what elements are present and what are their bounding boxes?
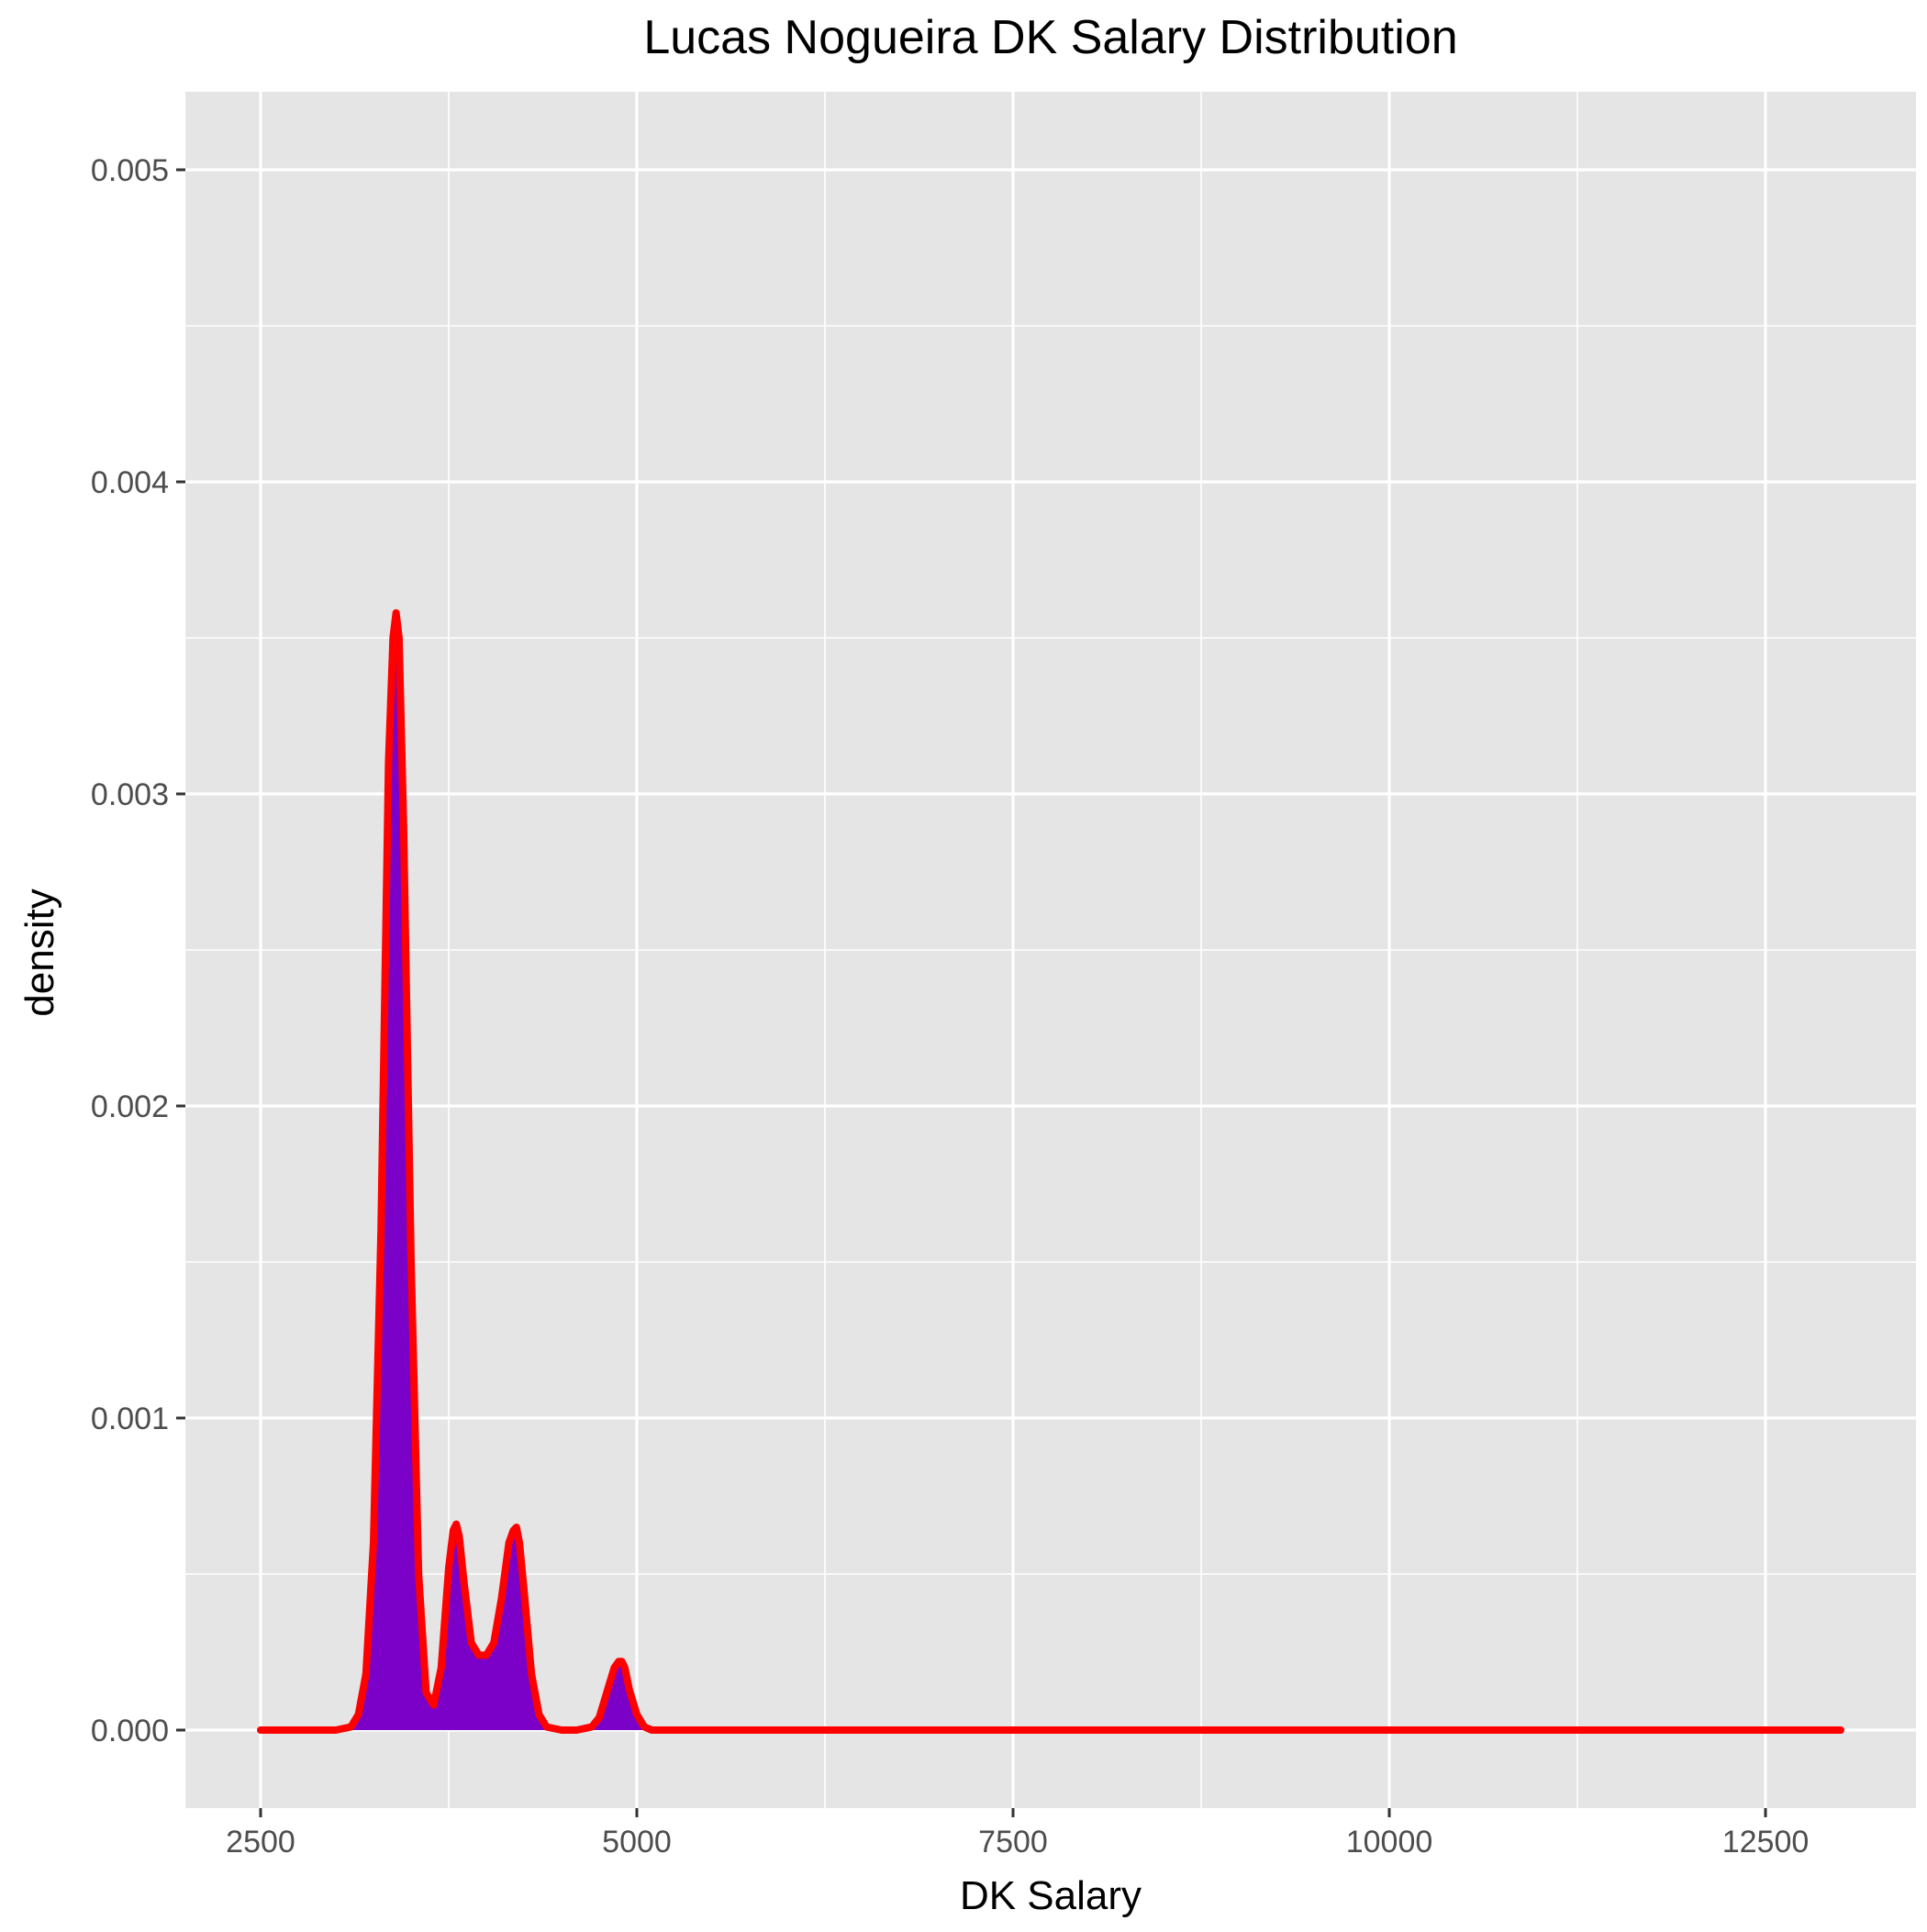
y-tick-label: 0.004 <box>91 465 169 500</box>
y-tick-label: 0.002 <box>91 1089 169 1124</box>
y-tick-label: 0.001 <box>91 1402 169 1436</box>
y-tick-label: 0.005 <box>91 153 169 188</box>
y-tick-label: 0.000 <box>91 1714 169 1748</box>
density-curve-line <box>257 609 1844 1734</box>
x-tick-label: 7500 <box>978 1825 1048 1859</box>
x-tick-label: 12500 <box>1722 1825 1810 1859</box>
y-tick-label: 0.003 <box>91 777 169 812</box>
y-axis-title: density <box>17 888 62 1016</box>
chart-title: Lucas Nogueira DK Salary Distribution <box>643 11 1457 64</box>
data-layer <box>257 609 1844 1734</box>
x-axis-title: DK Salary <box>960 1873 1142 1918</box>
x-tick-label: 10000 <box>1346 1825 1433 1859</box>
axes: 2500 5000 7500 10000 12500 0.000 0.001 0.002 0.0… <box>91 153 1809 1859</box>
x-tick-label: 5000 <box>602 1825 672 1859</box>
grid-lines <box>185 92 1916 1808</box>
x-tick-label: 2500 <box>226 1825 295 1859</box>
